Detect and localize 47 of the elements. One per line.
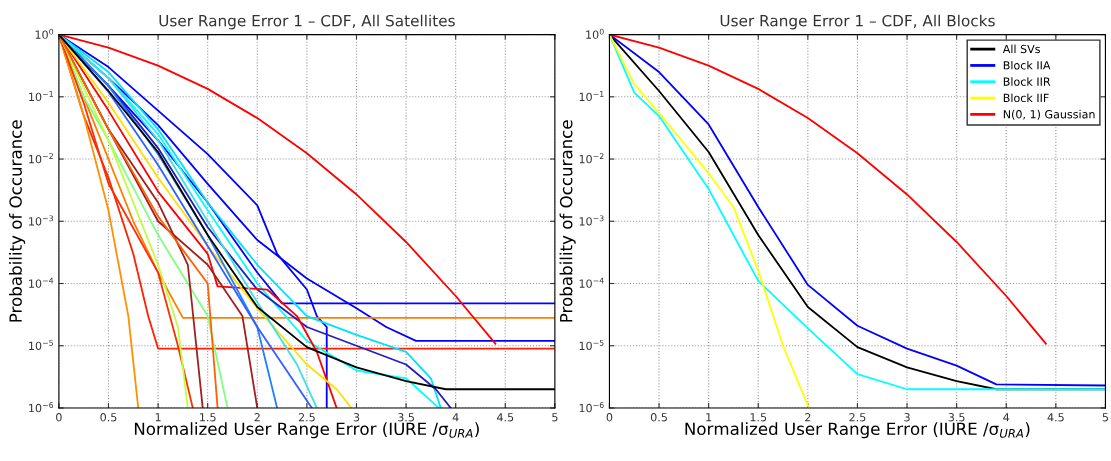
x-tick-label: 1.5	[200, 413, 216, 422]
legend-label: All SVs	[1002, 44, 1040, 54]
y-tick-label: 10$^{−2}$	[29, 153, 53, 164]
x-tick-label: 4.5	[1047, 413, 1064, 422]
chart-title: User Range Error 1 – CDF, All Satellites	[159, 14, 455, 30]
x-tick-label: 3	[353, 413, 360, 422]
x-tick-label: 1	[155, 413, 161, 422]
legend-label: Block IIA	[1003, 60, 1051, 70]
x-tick-label: 3.5	[398, 413, 414, 422]
y-tick-label: 10$^{−5}$	[29, 339, 53, 351]
x-tick-label: 2.5	[298, 413, 315, 422]
x-tick-label: 2	[254, 413, 260, 422]
y-tick-label: 10$^{−6}$	[29, 402, 54, 413]
y-axis-title: Probability of Occurance	[9, 120, 26, 322]
x-tick-label: 3.5	[948, 413, 965, 422]
legend-label: Block IIF	[1003, 93, 1049, 103]
x-tick-label: 2.5	[849, 413, 866, 422]
x-tick-label: 1	[706, 413, 712, 422]
x-tick-label: 0	[606, 413, 613, 422]
chart-title: User Range Error 1 – CDF, All Blocks	[720, 14, 995, 30]
y-tick-label: 10$^{−5}$	[579, 339, 604, 351]
y-tick-label: 10$^{−3}$	[579, 215, 604, 226]
y-axis-title: Probability of Occurance	[559, 120, 576, 322]
legend-label: N(0, 1) Gaussian	[1003, 109, 1095, 120]
y-tick-label: 10$^{−4}$	[29, 277, 54, 288]
x-tick-label: 4	[1003, 413, 1010, 422]
x-tick-label: 2	[805, 413, 811, 422]
x-axis-title: Normalized User Range Error (IURE /σ$_{URA}$)	[134, 422, 479, 439]
legend-label: Block IIR	[1003, 77, 1051, 86]
y-tick-label: 10$^{0}$	[586, 28, 604, 39]
y-tick-label: 10$^{−3}$	[29, 215, 53, 226]
x-tick-label: 0.5	[650, 413, 667, 422]
x-tick-label: 0	[56, 413, 62, 422]
x-tick-label: 0.5	[100, 413, 117, 422]
x-axis-title: Normalized User Range Error (IURE /σ$_{URA}$)	[685, 422, 1030, 439]
y-tick-label: 10$^{−2}$	[579, 153, 604, 164]
y-tick-label: 10$^{−1}$	[579, 91, 604, 102]
x-tick-label: 3	[904, 413, 910, 422]
x-tick-label: 5	[552, 413, 558, 422]
x-tick-label: 1.5	[750, 413, 767, 422]
x-tick-label: 4	[452, 413, 459, 422]
y-tick-label: 10$^{−6}$	[579, 402, 604, 413]
y-tick-label: 10$^{−4}$	[579, 277, 604, 288]
x-tick-label: 5	[1102, 413, 1109, 422]
x-tick-label: 4.5	[496, 413, 514, 422]
y-tick-label: 10$^{0}$	[35, 28, 54, 39]
y-tick-label: 10$^{−1}$	[29, 91, 53, 102]
